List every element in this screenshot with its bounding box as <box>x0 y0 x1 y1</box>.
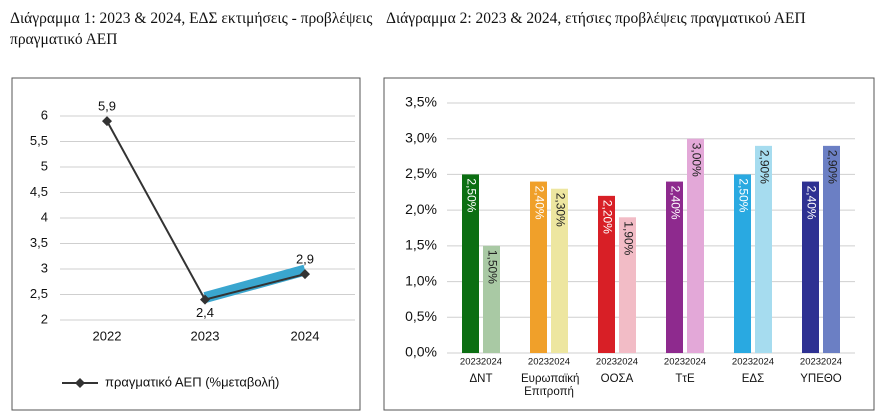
x-tick-label: 2024 <box>291 328 320 343</box>
data-label: 2,50% <box>736 178 750 212</box>
series-label: 2024 <box>481 357 502 368</box>
data-label: 1,90% <box>621 221 635 255</box>
bar <box>483 245 500 353</box>
x-tick-label: ΥΠΕΘΟ <box>800 373 842 385</box>
x-tick-label: ΔΝΤ <box>469 373 493 385</box>
series-label: 2023 <box>664 357 685 368</box>
y-tick-label: 0,0% <box>405 344 437 360</box>
chart-frame <box>11 77 361 411</box>
x-tick-label-box: Ευρωπαϊκή Επιτροπή <box>521 373 580 398</box>
y-tick-label: 3 <box>41 260 48 275</box>
y-tick-label: 2,5 <box>30 286 48 301</box>
y-tick-label: 3,5% <box>405 94 437 110</box>
chart-title: Διάγραμμα 1: 2023 & 2024, ΕΔΣ εκτιμήσεις… <box>10 10 373 48</box>
x-tick-label: ΕΔΣ <box>741 373 765 385</box>
x-tick-label-box: ΟΟΣΑ <box>600 373 634 385</box>
series-label: 2024 <box>549 357 570 368</box>
chart-frame <box>383 77 875 411</box>
data-label: 2,40% <box>804 186 818 220</box>
series-label: 2024 <box>617 357 638 368</box>
x-tick-label-box: ΔΝΤ <box>469 373 493 385</box>
series-label: 2023 <box>460 357 481 368</box>
x-tick-label: ΟΟΣΑ <box>600 373 634 385</box>
y-tick-label: 1,0% <box>405 272 437 288</box>
y-tick-label: 2,5% <box>405 165 437 181</box>
chart-title: Διάγραμμα 2: 2023 & 2024, ετήσιες προβλέ… <box>386 10 806 27</box>
series-label: 2024 <box>685 357 706 368</box>
x-tick-label: 2022 <box>93 328 122 343</box>
series-label: 2023 <box>732 357 753 368</box>
bar <box>530 181 547 353</box>
series-label: 2023 <box>528 357 549 368</box>
data-label: 2,30% <box>553 193 567 227</box>
bar <box>687 138 704 353</box>
y-tick-label: 0,5% <box>405 308 437 324</box>
x-tick-label: 2023 <box>191 328 220 343</box>
bar <box>598 195 615 353</box>
series-label: 2023 <box>596 357 617 368</box>
data-label: 2,50% <box>464 178 478 212</box>
bar <box>551 188 568 353</box>
series-label: 2024 <box>821 357 842 368</box>
bar <box>802 181 819 353</box>
x-tick-label-box: ΕΔΣ <box>741 373 765 385</box>
data-label: 3,00% <box>689 143 703 177</box>
y-tick-label: 4,5 <box>30 184 48 199</box>
y-tick-label: 6 <box>41 107 48 122</box>
bar <box>823 145 840 353</box>
y-tick-label: 3,5 <box>30 235 48 250</box>
data-label: 2,20% <box>600 200 614 234</box>
legend-marker <box>75 378 85 388</box>
data-point <box>200 294 210 305</box>
data-label: 2,40% <box>668 186 682 220</box>
bar <box>666 181 683 353</box>
data-point <box>102 116 112 127</box>
data-label: 5,9 <box>98 99 116 114</box>
data-label: 2,9 <box>296 252 314 267</box>
data-label: 2,40% <box>532 186 546 220</box>
data-label: 1,50% <box>485 250 499 284</box>
bar <box>619 217 636 353</box>
data-label: 2,90% <box>757 150 771 184</box>
bar <box>755 145 772 353</box>
forecast-band <box>203 264 307 303</box>
x-tick-label: ΤτΕ <box>675 373 695 385</box>
data-label: 2,4 <box>196 305 214 320</box>
y-tick-label: 2,0% <box>405 201 437 217</box>
x-tick-label: Ευρωπαϊκή Επιτροπή <box>521 373 580 398</box>
series-label: 2024 <box>753 357 774 368</box>
legend-label: πραγματικό ΑΕΠ (%μεταβολή) <box>105 374 279 389</box>
y-tick-label: 5 <box>41 158 48 173</box>
data-point <box>300 269 310 280</box>
y-tick-label: 3,0% <box>405 129 437 145</box>
bar <box>734 174 751 353</box>
y-tick-label: 5,5 <box>30 133 48 148</box>
y-tick-label: 4 <box>41 209 48 224</box>
x-tick-label-box: ΤτΕ <box>675 373 695 385</box>
y-tick-label: 1,5% <box>405 237 437 253</box>
x-tick-label-box: ΥΠΕΘΟ <box>800 373 842 385</box>
y-tick-label: 2 <box>41 311 48 326</box>
series-label: 2023 <box>800 357 821 368</box>
data-label: 2,90% <box>825 150 839 184</box>
bar <box>462 174 479 353</box>
